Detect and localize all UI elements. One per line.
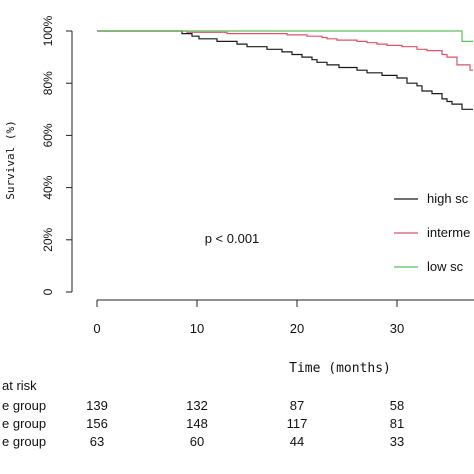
y-tick-label: 60% <box>41 123 55 147</box>
legend-label: interme <box>427 225 470 240</box>
y-tick-label: 80% <box>41 71 55 95</box>
risk-value: 63 <box>90 434 104 449</box>
risk-value: 44 <box>290 434 304 449</box>
risk-row-label: e group <box>2 434 46 449</box>
x-tick-label: 20 <box>290 321 304 336</box>
p-value-annotation: p < 0.001 <box>205 231 260 246</box>
x-axis-label: Time (months) <box>289 361 391 376</box>
risk-table-title: at risk <box>2 378 37 393</box>
survival-curves <box>97 30 473 110</box>
x-tick-label: 10 <box>190 321 204 336</box>
y-tick-label: 100% <box>41 15 55 46</box>
risk-value: 117 <box>287 416 308 431</box>
risk-value: 81 <box>390 416 404 431</box>
y-tick-label: 20% <box>41 227 55 251</box>
y-tick-label: 0 <box>41 288 55 295</box>
risk-value: 148 <box>186 416 208 431</box>
risk-table: at risk e group 139 132 87 58 e group 156 148 11… <box>2 378 404 449</box>
curve-interme <box>97 30 473 71</box>
curve-high-sc <box>97 30 473 110</box>
x-tick-label: 30 <box>390 321 404 336</box>
legend-label: low sc <box>427 259 464 274</box>
y-tick-label: 40% <box>41 175 55 199</box>
risk-value: 139 <box>86 398 108 413</box>
risk-value: 156 <box>86 416 108 431</box>
risk-row-label: e group <box>2 416 46 431</box>
legend: high sc interme low sc <box>394 191 470 274</box>
legend-label: high sc <box>427 191 469 206</box>
risk-value: 132 <box>186 398 208 413</box>
curve-low-sc <box>97 30 473 42</box>
y-axis-label: Survival (%) <box>4 120 17 199</box>
risk-value: 33 <box>390 434 404 449</box>
risk-row-label: e group <box>2 398 46 413</box>
x-tick-label: 0 <box>93 321 100 336</box>
risk-value: 87 <box>290 398 304 413</box>
risk-value: 58 <box>390 398 404 413</box>
axes: 0 20% 40% 60% 80% 100% 0 10 20 30 <box>41 15 474 336</box>
risk-value: 60 <box>190 434 204 449</box>
